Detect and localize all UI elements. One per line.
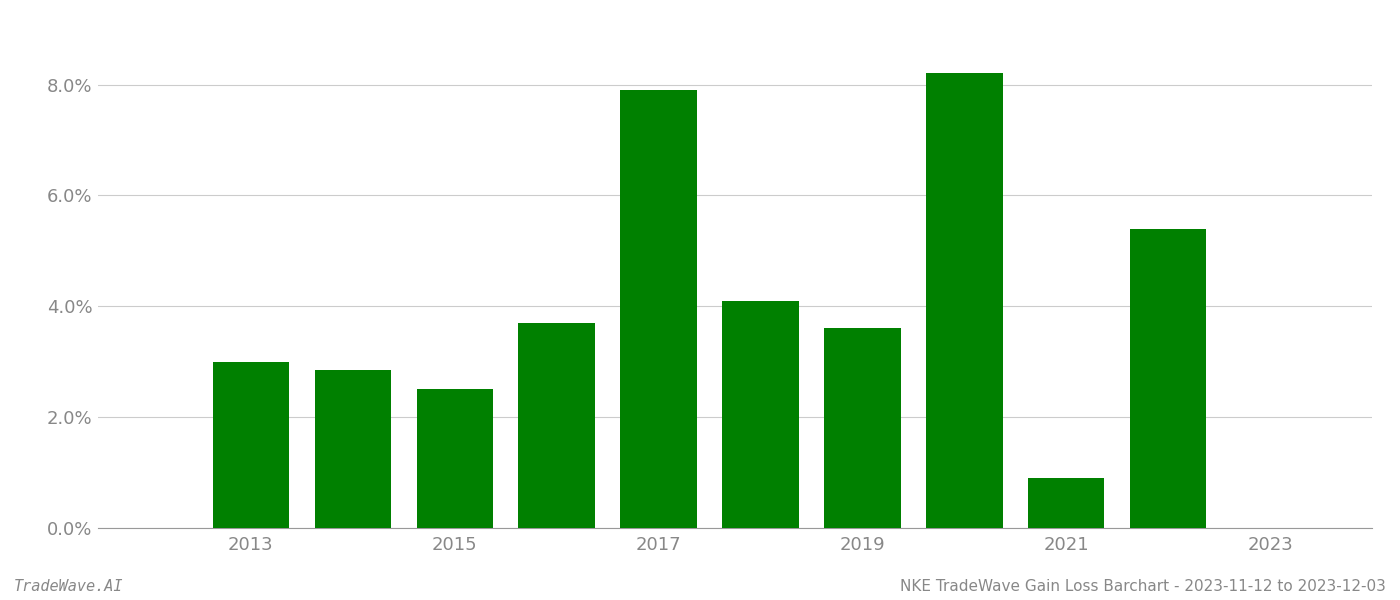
Bar: [722, 301, 798, 528]
Text: NKE TradeWave Gain Loss Barchart - 2023-11-12 to 2023-12-03: NKE TradeWave Gain Loss Barchart - 2023-…: [900, 579, 1386, 594]
Bar: [925, 73, 1002, 528]
Bar: [1028, 478, 1105, 528]
Bar: [518, 323, 595, 528]
Bar: [1130, 229, 1207, 528]
Text: TradeWave.AI: TradeWave.AI: [14, 579, 123, 594]
Bar: [620, 90, 697, 528]
Bar: [213, 362, 288, 528]
Bar: [417, 389, 493, 528]
Bar: [825, 328, 900, 528]
Bar: [315, 370, 391, 528]
